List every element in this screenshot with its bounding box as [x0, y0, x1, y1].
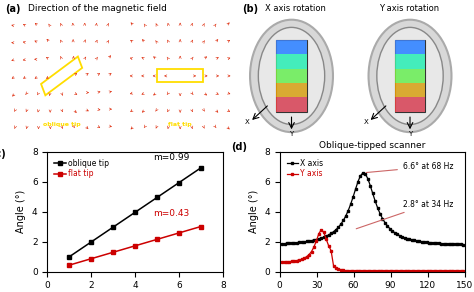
Y-axis label: Angle (°): Angle (°): [17, 190, 27, 233]
X axis: [360, 171, 366, 175]
Title: Oblique-tipped scanner: Oblique-tipped scanner: [319, 141, 425, 150]
Line: Y axis: Y axis: [281, 228, 465, 273]
X axis: [443, 242, 449, 246]
Text: Direction of the magnetic field: Direction of the magnetic field: [28, 4, 167, 13]
Text: (a): (a): [5, 4, 20, 14]
oblique tip: [88, 240, 94, 244]
Bar: [276, 40, 307, 55]
Text: 2.8° at 34 Hz: 2.8° at 34 Hz: [356, 200, 453, 229]
Line: X axis: X axis: [281, 171, 465, 246]
Text: flat tip: flat tip: [168, 122, 192, 127]
flat tip: [132, 244, 138, 248]
flat tip: [110, 251, 116, 254]
Line: oblique tip: oblique tip: [67, 166, 203, 259]
Y axis: [279, 260, 285, 264]
Bar: [395, 40, 425, 55]
oblique tip: [110, 225, 116, 229]
Y-axis label: Angle (°): Angle (°): [249, 190, 259, 233]
flat tip: [176, 231, 182, 235]
Text: Y: Y: [290, 131, 293, 137]
Text: Y axis rotation: Y axis rotation: [379, 4, 439, 13]
Ellipse shape: [250, 20, 333, 132]
Y axis: [319, 228, 324, 232]
oblique tip: [176, 181, 182, 185]
Legend: oblique tip, flat tip: oblique tip, flat tip: [51, 156, 112, 181]
Y axis: [446, 269, 451, 273]
Text: X: X: [364, 119, 368, 126]
Text: (c): (c): [0, 150, 6, 159]
Bar: [157, 69, 203, 82]
Y axis: [460, 269, 466, 273]
X axis: [419, 240, 425, 244]
Bar: [276, 83, 307, 98]
Ellipse shape: [369, 20, 451, 132]
Bar: [395, 98, 425, 112]
flat tip: [154, 238, 160, 241]
X axis: [426, 241, 432, 244]
oblique tip: [154, 196, 160, 199]
Bar: [276, 40, 307, 112]
Bar: [395, 40, 425, 112]
oblique tip: [132, 211, 138, 214]
Y axis: [434, 269, 439, 273]
Ellipse shape: [258, 27, 325, 124]
Bar: [276, 55, 307, 69]
Line: flat tip: flat tip: [67, 225, 203, 267]
Legend: X axis, Y axis: X axis, Y axis: [283, 156, 327, 181]
Text: Y: Y: [408, 131, 412, 137]
Bar: [395, 83, 425, 98]
Text: 6.6° at 68 Hz: 6.6° at 68 Hz: [366, 162, 454, 173]
Bar: [276, 98, 307, 112]
Y axis: [294, 259, 300, 262]
Y axis: [428, 269, 434, 273]
Text: (b): (b): [242, 4, 258, 14]
Y axis: [350, 270, 356, 273]
Bar: [395, 55, 425, 69]
oblique tip: [198, 166, 204, 170]
Text: X: X: [245, 119, 250, 126]
Y axis: [421, 269, 427, 273]
Text: (d): (d): [232, 142, 247, 152]
X axis: [460, 243, 466, 246]
flat tip: [198, 225, 204, 228]
flat tip: [66, 263, 72, 267]
Ellipse shape: [377, 27, 443, 124]
Bar: [41, 57, 82, 95]
Text: m=0.43: m=0.43: [153, 209, 189, 218]
flat tip: [88, 257, 94, 260]
Text: oblique tip: oblique tip: [43, 122, 81, 127]
X axis: [294, 241, 300, 244]
X axis: [431, 241, 437, 245]
Y axis: [426, 269, 432, 273]
X axis: [279, 242, 285, 246]
Text: X axis rotation: X axis rotation: [265, 4, 326, 13]
X axis: [424, 241, 429, 244]
Bar: [395, 69, 425, 83]
Bar: [276, 69, 307, 83]
oblique tip: [66, 255, 72, 258]
Text: m=0.99: m=0.99: [153, 153, 189, 162]
